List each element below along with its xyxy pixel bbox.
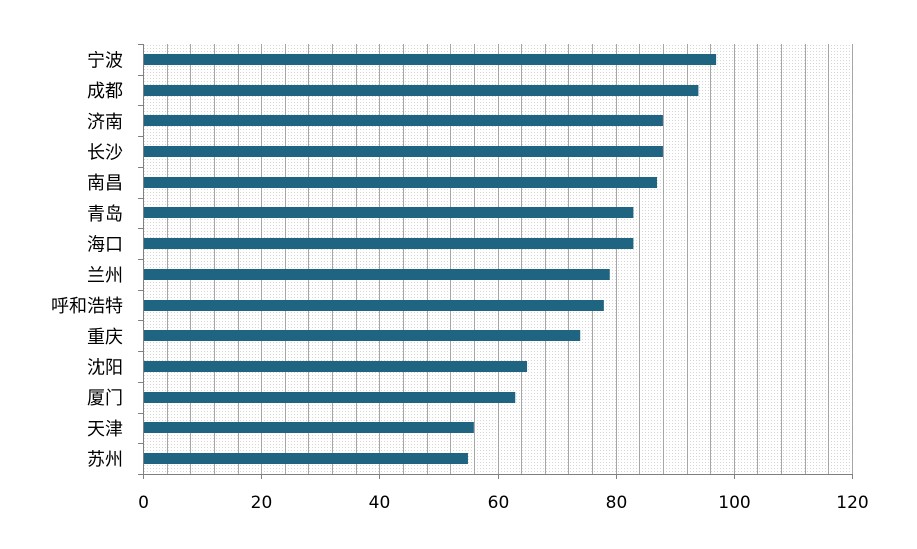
category-label: 沈阳 [87, 358, 123, 379]
x-tick-label: 100 [718, 493, 750, 513]
axes [138, 44, 853, 479]
bar [143, 300, 604, 311]
x-tick-label: 80 [606, 493, 628, 513]
bar [143, 177, 658, 188]
bar [143, 115, 663, 126]
x-tick-labels: 0 20 40 60 80 100 120 [138, 493, 869, 513]
x-tick-label: 0 [138, 493, 149, 513]
x-tick-label: 40 [369, 493, 391, 513]
bar [143, 453, 468, 464]
bar [143, 146, 663, 157]
category-label: 苏州 [87, 450, 123, 471]
category-label: 海口 [87, 235, 123, 256]
category-label: 厦门 [87, 388, 123, 409]
category-label: 青岛 [87, 204, 123, 225]
category-label: 济南 [87, 112, 123, 133]
bar [143, 361, 528, 372]
category-label: 呼和浩特 [51, 296, 123, 317]
category-label: 南昌 [87, 173, 123, 194]
bar [143, 54, 717, 65]
category-label: 天津 [87, 419, 123, 440]
bar [143, 422, 474, 433]
bars [143, 54, 717, 464]
bar [143, 207, 634, 218]
plot-area [143, 44, 852, 474]
bar [143, 238, 634, 249]
bar [143, 392, 516, 403]
category-label: 兰州 [87, 265, 123, 286]
bar [143, 330, 581, 341]
category-label: 宁波 [87, 50, 123, 71]
bar [143, 269, 610, 280]
x-tick-label: 20 [251, 493, 273, 513]
category-label: 重庆 [87, 327, 123, 348]
x-tick-label: 60 [488, 493, 510, 513]
plot-background [143, 44, 852, 474]
category-label: 成都 [87, 81, 123, 102]
category-label: 长沙 [87, 143, 123, 164]
x-tick-label: 120 [836, 493, 868, 513]
bar [143, 85, 699, 96]
